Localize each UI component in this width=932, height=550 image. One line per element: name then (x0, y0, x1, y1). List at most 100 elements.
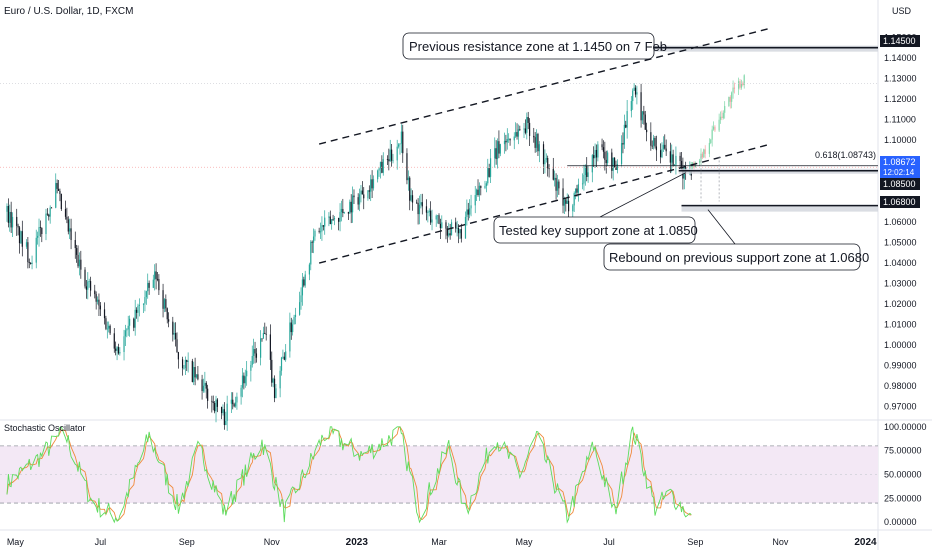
candle[interactable] (633, 83, 635, 91)
candle[interactable] (581, 173, 584, 190)
candle[interactable] (464, 211, 467, 239)
candle[interactable] (225, 411, 227, 426)
candle[interactable] (655, 135, 658, 162)
candle[interactable] (612, 157, 614, 181)
candle[interactable] (211, 395, 213, 413)
candle[interactable] (285, 344, 287, 362)
candle[interactable] (201, 374, 203, 400)
callout-rebound[interactable]: Rebound on previous support zone at 1.06… (603, 243, 869, 271)
forecast-candle[interactable] (708, 138, 710, 158)
candle[interactable] (332, 214, 334, 222)
candle[interactable] (347, 211, 350, 221)
candle[interactable] (406, 148, 408, 185)
candle[interactable] (129, 315, 131, 337)
candle[interactable] (223, 402, 225, 430)
time-tick-label[interactable]: Sep (179, 537, 195, 547)
candle[interactable] (329, 210, 331, 225)
candle[interactable] (623, 114, 625, 149)
candle[interactable] (108, 321, 110, 333)
candle[interactable] (292, 319, 294, 336)
candle[interactable] (241, 368, 244, 398)
candle[interactable] (363, 187, 365, 210)
forecast-candle[interactable] (719, 111, 722, 124)
candle[interactable] (669, 142, 671, 174)
candle[interactable] (360, 184, 362, 203)
candle[interactable] (646, 122, 648, 142)
candle[interactable] (544, 149, 546, 174)
candle[interactable] (123, 329, 125, 361)
badge-level-1.14500[interactable]: 1.14500 (880, 35, 920, 47)
time-axis[interactable]: May Jul Sep Nov 2023 Mar May Jul Sep Nov 2024 (7, 537, 877, 548)
candle[interactable] (319, 222, 322, 239)
candle[interactable] (251, 345, 253, 368)
candle[interactable] (46, 208, 48, 216)
candle[interactable] (407, 170, 409, 191)
candle[interactable] (318, 227, 320, 234)
candle[interactable] (470, 194, 472, 217)
candle[interactable] (301, 273, 304, 306)
badge-level-1.06800[interactable]: 1.06800 (880, 196, 920, 208)
candle[interactable] (527, 111, 529, 130)
candle[interactable] (254, 341, 256, 364)
candle[interactable] (636, 85, 638, 105)
candle[interactable] (499, 143, 501, 157)
candle[interactable] (21, 220, 23, 257)
candle[interactable] (293, 314, 295, 325)
candle[interactable] (127, 315, 129, 336)
candle[interactable] (554, 170, 556, 187)
candle[interactable] (243, 372, 245, 390)
candle[interactable] (331, 219, 333, 230)
candle[interactable] (106, 321, 108, 339)
candle[interactable] (382, 152, 384, 176)
price-tick-label[interactable]: 1.06000 (884, 217, 917, 227)
candle[interactable] (137, 303, 139, 322)
candle[interactable] (665, 139, 667, 156)
candle[interactable] (517, 124, 520, 145)
candle[interactable] (552, 157, 554, 181)
candle[interactable] (312, 228, 315, 254)
candle[interactable] (478, 182, 481, 201)
candle[interactable] (138, 298, 140, 317)
candle[interactable] (98, 293, 100, 316)
candle[interactable] (392, 153, 394, 164)
candle[interactable] (328, 212, 330, 227)
candle[interactable] (214, 401, 216, 414)
candle[interactable] (480, 185, 482, 196)
candle[interactable] (145, 290, 147, 305)
candle[interactable] (105, 315, 107, 331)
candle[interactable] (583, 164, 585, 191)
forecast-candle[interactable] (701, 151, 703, 160)
candle[interactable] (176, 332, 178, 353)
candle[interactable] (294, 307, 297, 325)
candle[interactable] (322, 225, 324, 231)
candle[interactable] (625, 120, 627, 129)
candle[interactable] (445, 219, 447, 240)
candle[interactable] (487, 158, 489, 186)
candle[interactable] (212, 395, 214, 411)
candle[interactable] (7, 198, 9, 228)
candle[interactable] (135, 307, 138, 319)
candle[interactable] (402, 124, 404, 163)
candle[interactable] (59, 188, 61, 202)
time-tick-label[interactable]: May (7, 537, 25, 547)
candle[interactable] (310, 240, 312, 271)
candle[interactable] (233, 402, 235, 408)
price-tick-label[interactable]: 1.14000 (884, 53, 917, 63)
candle[interactable] (611, 148, 613, 179)
candle[interactable] (644, 110, 646, 130)
candle[interactable] (672, 149, 674, 167)
forecast-candle[interactable] (743, 74, 745, 89)
candle[interactable] (84, 267, 86, 289)
candle[interactable] (439, 218, 441, 240)
candle[interactable] (41, 227, 43, 243)
candle[interactable] (303, 276, 305, 288)
candle[interactable] (437, 215, 439, 224)
candle[interactable] (11, 212, 14, 238)
price-tick-label[interactable]: 1.10000 (884, 135, 917, 145)
candle[interactable] (113, 328, 115, 353)
candle[interactable] (537, 132, 539, 157)
candle[interactable] (48, 213, 50, 221)
candle[interactable] (533, 127, 535, 143)
candle[interactable] (17, 223, 19, 236)
candle[interactable] (586, 157, 588, 182)
